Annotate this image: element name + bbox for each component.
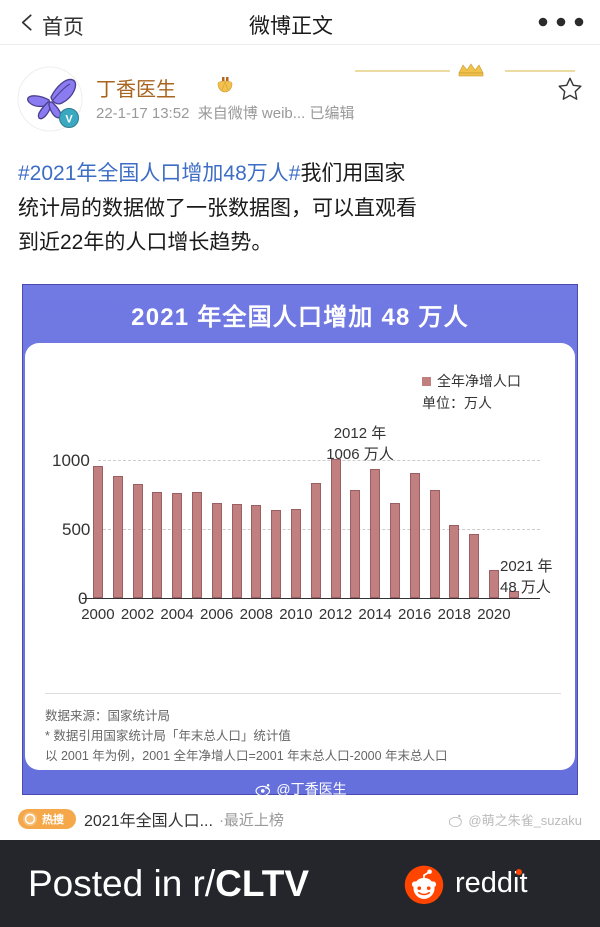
svg-text:热搜: 热搜 — [42, 812, 65, 826]
svg-text:V: V — [65, 114, 73, 126]
